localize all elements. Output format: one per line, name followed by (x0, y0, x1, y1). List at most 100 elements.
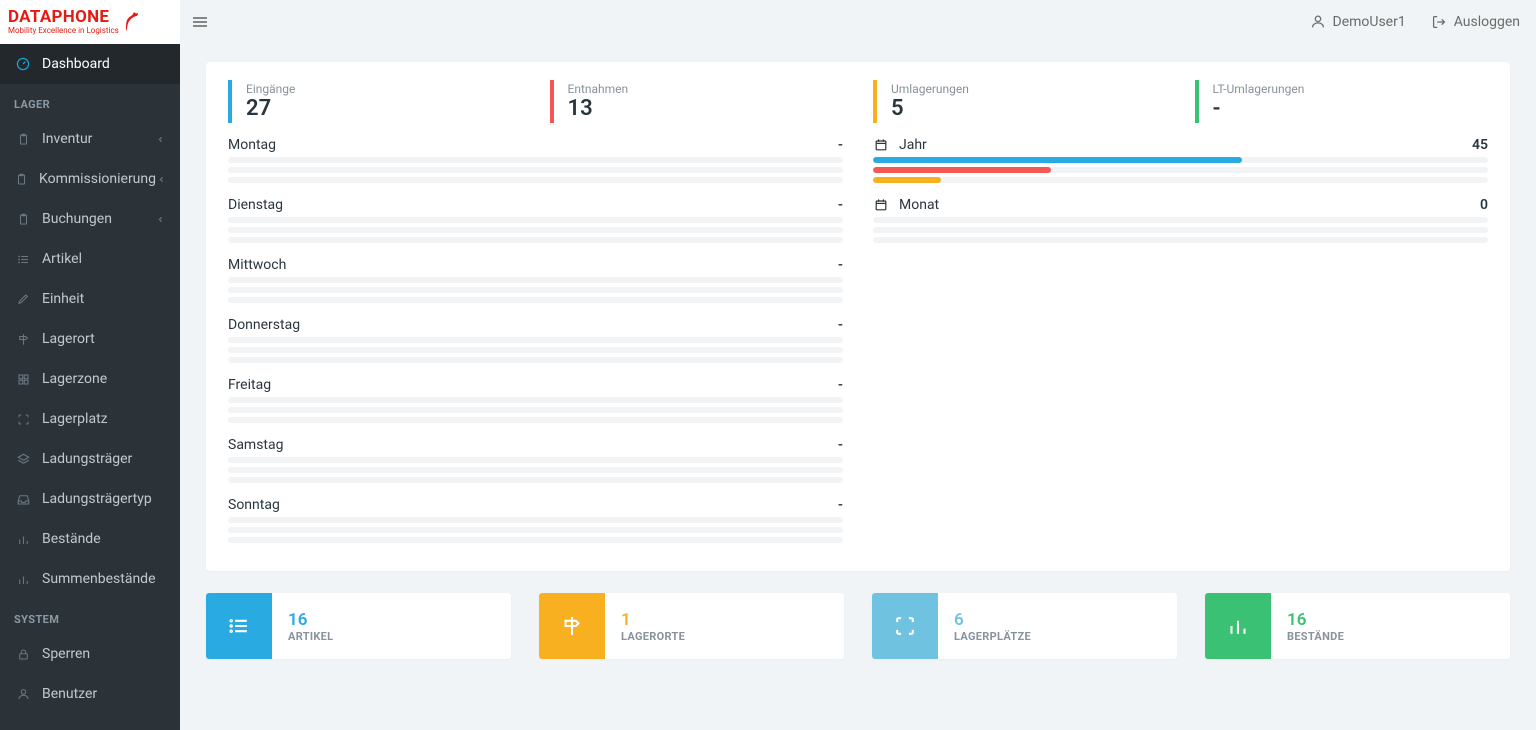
bar-track (228, 287, 843, 293)
sidebar-item-lagerort[interactable]: Lagerort (0, 319, 180, 359)
sidebar-item-buchungen[interactable]: Buchungen (0, 199, 180, 239)
weekday-value: - (838, 377, 843, 393)
sidebar-item-label: Artikel (42, 251, 82, 267)
user-menu[interactable]: DemoUser1 (1309, 13, 1406, 31)
bar-fill (873, 177, 941, 183)
sidebar-item-label: Benutzer (42, 686, 97, 702)
chevron-left-icon (156, 174, 167, 185)
clipboard-icon (16, 132, 31, 147)
weekday-value: - (838, 197, 843, 213)
user-icon (1309, 13, 1327, 31)
bar-track (873, 237, 1488, 243)
tile-artikel[interactable]: 16 ARTIKEL (206, 593, 511, 659)
sidebar-item-ladungstr-gertyp[interactable]: Ladungsträgertyp (0, 479, 180, 519)
signpost-icon (16, 332, 31, 347)
period-jahr: Jahr 45 (873, 137, 1488, 183)
logout-label: Ausloggen (1454, 14, 1520, 30)
bar-track (228, 457, 843, 463)
tile-label: BESTÄNDE (1287, 630, 1344, 643)
sidebar-section-lager: LAGER (0, 84, 180, 119)
period-name: Jahr (899, 137, 927, 153)
pencil-icon (16, 292, 31, 307)
brand-tagline: Mobility Excellence in Logistics (8, 27, 119, 35)
sidebar-item-dashboard[interactable]: Dashboard (0, 44, 180, 84)
stat-label: Eingänge (246, 82, 522, 96)
user-icon (16, 687, 31, 702)
stat-label: Entnahmen (568, 82, 844, 96)
weekday-freitag: Freitag - (228, 377, 843, 423)
sidebar-item-inventur[interactable]: Inventur (0, 119, 180, 159)
menu-icon (190, 12, 210, 32)
tile-value: 1 (621, 610, 685, 630)
tile-label: LAGERORTE (621, 630, 685, 643)
stat-value: 27 (246, 96, 522, 121)
lock-icon (16, 647, 31, 662)
summary-tiles: 16 ARTIKEL 1 LAGERORTE 6 LAGERPLÄTZE 16 … (206, 593, 1510, 659)
weekday-name: Mittwoch (228, 257, 286, 273)
bar-track (228, 217, 843, 223)
clipboard-icon (16, 212, 31, 227)
menu-toggle-button[interactable] (180, 0, 220, 44)
sidebar-item-summenbest-nde[interactable]: Summenbestände (0, 559, 180, 599)
logout-icon (1430, 13, 1448, 31)
stat-label: LT-Umlagerungen (1213, 82, 1489, 96)
weekday-value: - (838, 137, 843, 153)
bar-chart-icon (16, 532, 31, 547)
sidebar-item-artikel[interactable]: Artikel (0, 239, 180, 279)
weekday-donnerstag: Donnerstag - (228, 317, 843, 363)
sidebar-item-best-nde[interactable]: Bestände (0, 519, 180, 559)
sidebar-item-lagerplatz[interactable]: Lagerplatz (0, 399, 180, 439)
stat-lt-umlagerungen: LT-Umlagerungen - (1195, 80, 1489, 123)
tile-lagerpl-tze[interactable]: 6 LAGERPLÄTZE (872, 593, 1177, 659)
tile-value: 16 (1287, 610, 1344, 630)
gauge-icon (15, 56, 31, 72)
sidebar-item-ladungstr-ger[interactable]: Ladungsträger (0, 439, 180, 479)
bar-track (873, 217, 1488, 223)
chevron-left-icon (155, 134, 166, 145)
bar-chart-icon (16, 572, 31, 587)
chevron-left-icon (155, 214, 166, 225)
weekday-mittwoch: Mittwoch - (228, 257, 843, 303)
bar-fill (873, 157, 1242, 163)
weekday-value: - (838, 317, 843, 333)
weekday-value: - (838, 257, 843, 273)
bar-track (228, 167, 843, 173)
tile-value: 16 (288, 610, 333, 630)
bar-track (228, 277, 843, 283)
sidebar-item-benutzer[interactable]: Benutzer (0, 674, 180, 714)
bar-track (873, 227, 1488, 233)
bar-track (228, 537, 843, 543)
bar-track (228, 417, 843, 423)
weekday-name: Freitag (228, 377, 271, 393)
sidebar-item-kommissionierung[interactable]: Kommissionierung (0, 159, 180, 199)
sidebar-item-label: Bestände (42, 531, 101, 547)
bar-track (228, 177, 843, 183)
sidebar-item-label: Lagerplatz (42, 411, 108, 427)
calendar-icon (873, 197, 889, 213)
tile-lagerorte[interactable]: 1 LAGERORTE (539, 593, 844, 659)
tile-label: ARTIKEL (288, 630, 333, 643)
layers-icon (16, 452, 31, 467)
bar-track (228, 157, 843, 163)
logout-button[interactable]: Ausloggen (1430, 13, 1520, 31)
user-name: DemoUser1 (1333, 14, 1406, 30)
stat-value: 13 (568, 96, 844, 121)
bar-track (228, 357, 843, 363)
sidebar-item-einheit[interactable]: Einheit (0, 279, 180, 319)
clipboard-icon (14, 172, 29, 187)
stat-value: 5 (891, 96, 1167, 121)
stat-label: Umlagerungen (891, 82, 1167, 96)
weekday-sonntag: Sonntag - (228, 497, 843, 543)
weekday-name: Samstag (228, 437, 284, 453)
weekday-dienstag: Dienstag - (228, 197, 843, 243)
stat-entnahmen: Entnahmen 13 (550, 80, 844, 123)
focus-icon (16, 412, 31, 427)
bar-fill (873, 167, 1051, 173)
brand-rooster-icon (121, 9, 141, 35)
brand-logo[interactable]: DATAPHONE Mobility Excellence in Logisti… (0, 0, 180, 44)
grid-icon (16, 372, 31, 387)
tile-best-nde[interactable]: 16 BESTÄNDE (1205, 593, 1510, 659)
bar-track (873, 177, 1488, 183)
sidebar-item-lagerzone[interactable]: Lagerzone (0, 359, 180, 399)
sidebar-item-sperren[interactable]: Sperren (0, 634, 180, 674)
